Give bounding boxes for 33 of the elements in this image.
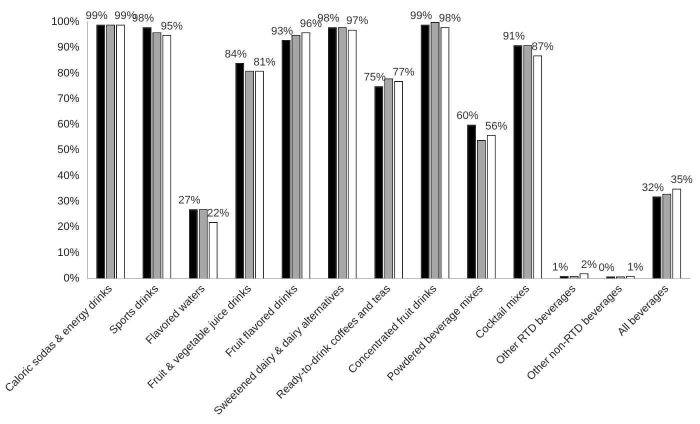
y-tick-label: 60% — [57, 118, 80, 131]
data-label: 22% — [207, 208, 230, 220]
y-tick-label: 10% — [57, 246, 80, 259]
y-tick-label: 70% — [57, 92, 80, 105]
y-tick-label: 30% — [57, 196, 80, 208]
data-label: 91% — [502, 30, 526, 43]
data-label: 75% — [364, 72, 386, 84]
data-label: 32% — [642, 182, 664, 194]
y-tick-label: 40% — [57, 170, 80, 182]
y-tick-label: 20% — [57, 221, 80, 234]
data-label: 93% — [271, 25, 294, 38]
data-label: 97% — [346, 15, 368, 28]
data-label: 1% — [627, 261, 644, 274]
y-tick-label: 0% — [63, 272, 80, 284]
data-label: 81% — [254, 56, 276, 68]
data-label: 95% — [160, 20, 184, 32]
data-label: 27% — [178, 194, 201, 207]
y-tick-label: 100% — [51, 16, 80, 28]
data-label: 99% — [86, 10, 108, 22]
data-label: 87% — [532, 40, 554, 53]
data-label: 2% — [581, 258, 598, 271]
y-tick-label: 90% — [57, 42, 80, 54]
data-label: 1% — [552, 261, 568, 274]
data-label: 35% — [670, 174, 693, 186]
data-label: 77% — [392, 66, 415, 79]
data-label: 60% — [456, 110, 479, 122]
data-label: 99% — [410, 10, 432, 22]
data-label: 56% — [485, 120, 508, 132]
data-label: 0% — [598, 262, 615, 274]
data-label: 98% — [438, 12, 462, 25]
y-tick-label: 50% — [57, 144, 80, 156]
y-tick-label: 80% — [57, 67, 80, 80]
data-label: 84% — [224, 48, 247, 61]
